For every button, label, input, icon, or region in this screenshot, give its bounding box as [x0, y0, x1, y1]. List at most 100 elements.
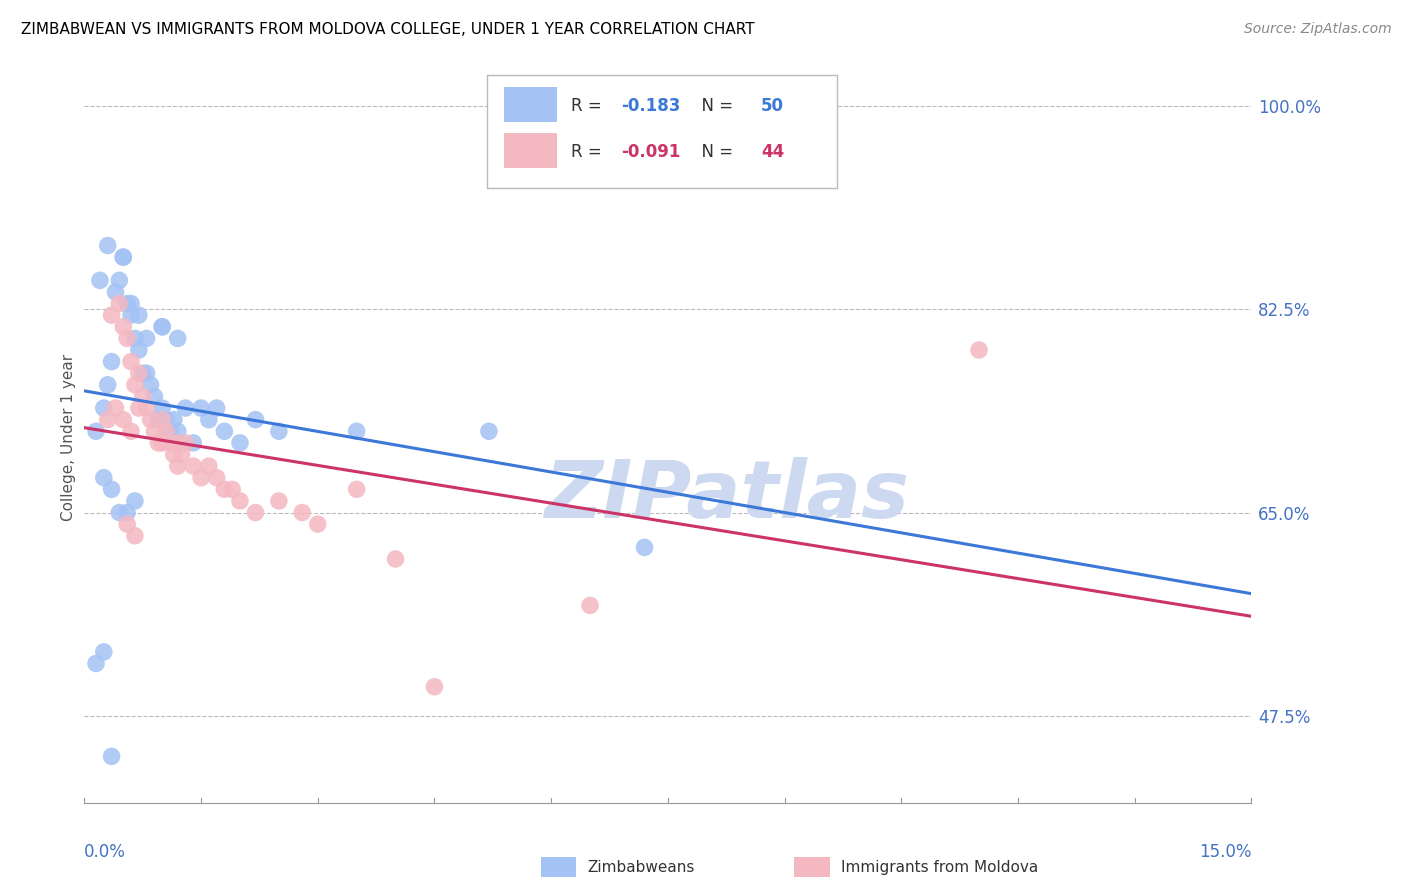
Text: R =: R =	[571, 143, 607, 161]
Text: ZIMBABWEAN VS IMMIGRANTS FROM MOLDOVA COLLEGE, UNDER 1 YEAR CORRELATION CHART: ZIMBABWEAN VS IMMIGRANTS FROM MOLDOVA CO…	[21, 22, 755, 37]
Point	[170, 448, 193, 462]
Text: ZIPatlas: ZIPatlas	[544, 457, 908, 534]
Text: N =: N =	[692, 143, 738, 161]
Point	[155, 424, 177, 438]
Text: Source: ZipAtlas.com: Source: ZipAtlas.com	[1244, 22, 1392, 37]
Point	[128, 366, 150, 380]
Point	[346, 483, 368, 497]
Point	[198, 459, 221, 474]
Point	[112, 412, 135, 426]
Point	[205, 471, 228, 485]
Point	[166, 459, 188, 474]
Text: N =: N =	[692, 96, 738, 115]
Point	[132, 366, 155, 380]
Point	[112, 250, 135, 264]
Point	[267, 494, 290, 508]
Point	[267, 424, 290, 438]
Point	[93, 471, 115, 485]
Point	[124, 494, 146, 508]
Text: 0.0%: 0.0%	[84, 843, 127, 861]
Text: 50: 50	[761, 96, 785, 115]
Point	[150, 319, 173, 334]
Point	[115, 506, 138, 520]
Point	[478, 424, 501, 438]
Point	[124, 529, 146, 543]
Point	[108, 273, 131, 287]
Point	[135, 401, 157, 415]
Point	[93, 645, 115, 659]
Point	[143, 389, 166, 403]
Point	[150, 401, 173, 415]
Point	[229, 436, 252, 450]
Point	[198, 412, 221, 426]
Point	[245, 412, 267, 426]
Y-axis label: College, Under 1 year: College, Under 1 year	[60, 353, 76, 521]
Point	[112, 319, 135, 334]
Point	[93, 401, 115, 415]
Point	[100, 483, 122, 497]
Point	[100, 749, 122, 764]
Point	[148, 412, 170, 426]
Point	[166, 424, 188, 438]
Point	[139, 377, 162, 392]
Point	[967, 343, 990, 357]
Point	[120, 308, 142, 322]
Bar	[505, 87, 557, 122]
Bar	[486, 75, 837, 188]
Point	[150, 319, 173, 334]
Point	[97, 238, 120, 252]
Point	[115, 296, 138, 310]
Point	[135, 366, 157, 380]
Point	[579, 599, 602, 613]
Point	[163, 448, 186, 462]
Point	[120, 354, 142, 368]
Point	[633, 541, 655, 555]
Point	[163, 412, 186, 426]
Point	[84, 424, 107, 438]
Point	[135, 331, 157, 345]
Point	[346, 424, 368, 438]
Text: Immigrants from Moldova: Immigrants from Moldova	[841, 860, 1038, 874]
Point	[143, 424, 166, 438]
Point	[84, 657, 107, 671]
Point	[159, 436, 181, 450]
Point	[112, 250, 135, 264]
Point	[214, 424, 236, 438]
Text: 15.0%: 15.0%	[1199, 843, 1251, 861]
Text: R =: R =	[571, 96, 607, 115]
Point	[97, 377, 120, 392]
Point	[174, 401, 197, 415]
Point	[120, 296, 142, 310]
Point	[128, 308, 150, 322]
Point	[120, 424, 142, 438]
Point	[132, 389, 155, 403]
Text: -0.183: -0.183	[621, 96, 681, 115]
Point	[166, 331, 188, 345]
Point	[307, 517, 329, 532]
Bar	[505, 133, 557, 168]
Point	[100, 308, 122, 322]
Point	[104, 285, 127, 299]
Point	[108, 296, 131, 310]
Point	[190, 401, 212, 415]
Point	[190, 471, 212, 485]
Point	[104, 401, 127, 415]
Point	[150, 412, 173, 426]
Point	[124, 377, 146, 392]
Point	[128, 343, 150, 357]
Point	[148, 436, 170, 450]
Point	[115, 331, 138, 345]
Text: -0.091: -0.091	[621, 143, 681, 161]
Point	[139, 412, 162, 426]
Point	[205, 401, 228, 415]
Point	[108, 506, 131, 520]
Text: Zimbabweans: Zimbabweans	[588, 860, 695, 874]
Point	[100, 354, 122, 368]
Point	[423, 680, 446, 694]
Point	[291, 506, 314, 520]
Point	[384, 552, 406, 566]
Point	[229, 494, 252, 508]
Point	[214, 483, 236, 497]
Point	[89, 273, 111, 287]
Point	[159, 424, 181, 438]
